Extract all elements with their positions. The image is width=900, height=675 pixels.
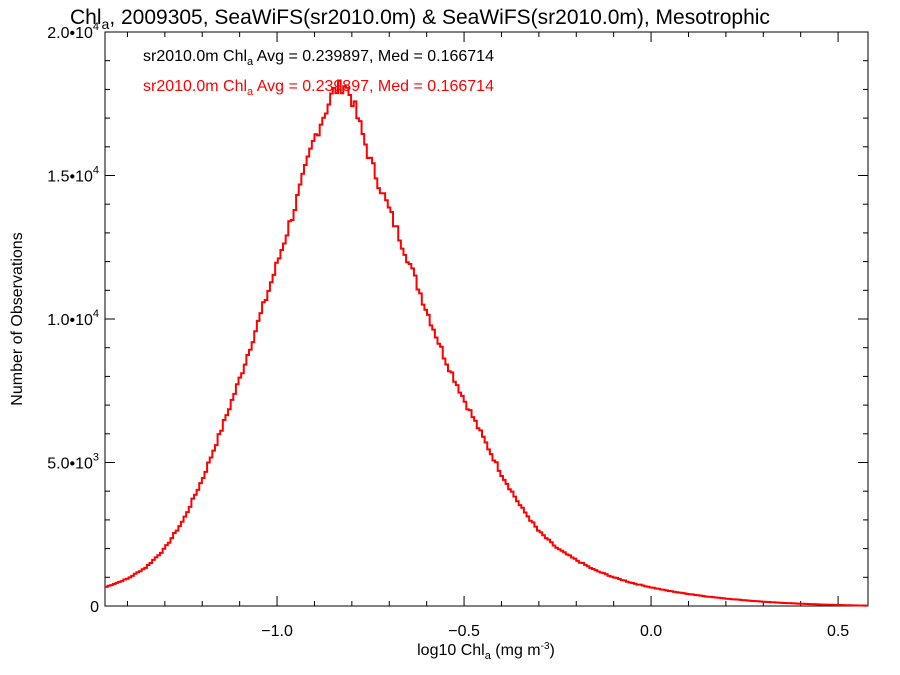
x-axis: −1.0 −0.5 0.0 0.5 — [126, 32, 849, 640]
y-axis-label: Number of Observations — [9, 232, 26, 405]
legend-entry-black-subscript: a — [247, 56, 254, 68]
legend-entry-black: sr2010.0m Chla Avg = 0.239897, Med = 0.1… — [143, 48, 494, 68]
x-tick-label: −1.0 — [261, 623, 293, 640]
x-tick-label: 0.5 — [827, 623, 849, 640]
chart-title: Chla, 2009305, SeaWiFS(sr2010.0m) & SeaW… — [70, 6, 770, 32]
x-axis-label: log10 Chla (mg m-3) — [417, 641, 555, 662]
legend-entry-red: sr2010.0m Chla Avg = 0.239897, Med = 0.1… — [143, 78, 494, 98]
chart-title-rest: , 2009305, SeaWiFS(sr2010.0m) & SeaWiFS(… — [109, 6, 770, 29]
legend: sr2010.0m Chla Avg = 0.239897, Med = 0.1… — [143, 48, 494, 98]
legend-entry-red-subscript: a — [247, 86, 254, 98]
histogram-series-line — [105, 79, 868, 607]
x-axis-label-superscript: -3 — [541, 641, 550, 652]
y-tick-label: 5.0•103 — [47, 452, 99, 473]
x-axis-label-close: ) — [550, 642, 555, 659]
x-axis-label-unit: (mg m — [491, 642, 541, 659]
x-axis-label-main: log10 Chl — [417, 642, 485, 659]
x-axis-label-subscript: a — [485, 650, 492, 662]
y-tick-label: 1.5•104 — [47, 165, 99, 186]
y-tick-label: 2.0•104 — [47, 21, 99, 42]
chart-title-subscript: a — [102, 16, 110, 32]
legend-entry-red-suffix: Avg = 0.239897, Med = 0.166714 — [253, 78, 494, 95]
plot-frame — [104, 31, 869, 607]
y-axis: 0 5.0•103 1.0•104 1.5•104 2.0•104 — [47, 21, 868, 616]
x-tick-label: −0.5 — [448, 623, 480, 640]
y-tick-label: 0 — [90, 599, 99, 616]
legend-entry-red-prefix: sr2010.0m Chl — [143, 78, 247, 95]
chart-title-main: Chl — [70, 6, 102, 29]
legend-entry-black-suffix: Avg = 0.239897, Med = 0.166714 — [253, 48, 494, 65]
legend-entry-black-prefix: sr2010.0m Chl — [143, 48, 247, 65]
y-tick-label: 1.0•104 — [47, 308, 99, 329]
x-tick-label: 0.0 — [640, 623, 662, 640]
